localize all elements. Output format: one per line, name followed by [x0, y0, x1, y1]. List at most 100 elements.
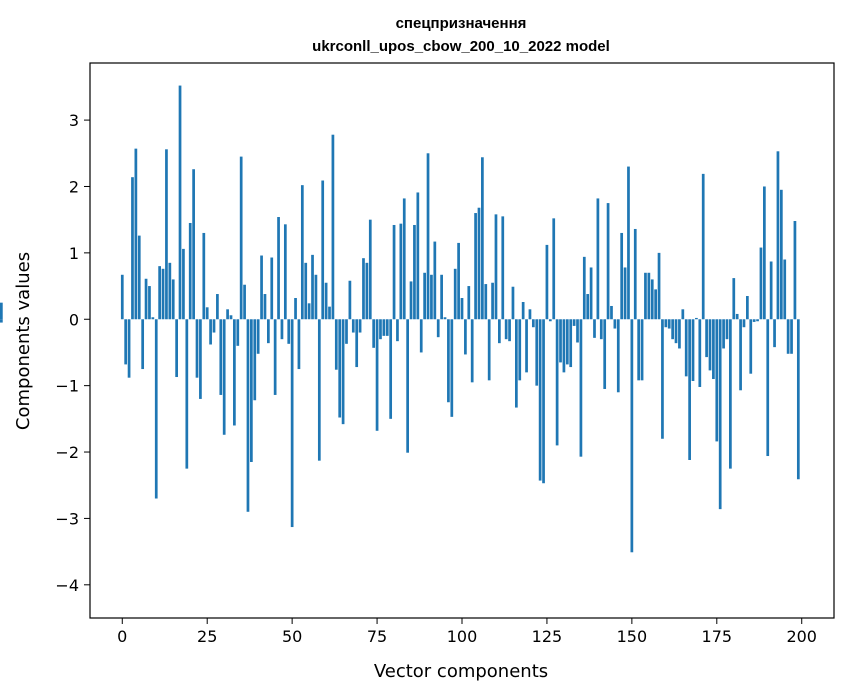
bar-129 [559, 319, 562, 363]
bar-139 [593, 319, 596, 338]
bar-67 [348, 280, 352, 320]
bar-4 [134, 148, 138, 320]
bar-121 [531, 319, 535, 328]
bar-160 [664, 319, 668, 328]
bar-36 [243, 284, 246, 320]
bar-14 [168, 262, 172, 320]
bar-93 [436, 319, 440, 338]
bar-136 [582, 256, 586, 320]
bar-15 [171, 279, 175, 320]
bar-18 [182, 248, 185, 320]
bar-128 [555, 319, 559, 446]
bar-27 [212, 319, 216, 333]
bar-56 [311, 254, 314, 320]
bar-112 [501, 216, 505, 320]
bar-104 [474, 213, 477, 320]
bar-147 [620, 232, 624, 320]
bar-124 [542, 319, 545, 484]
bar-155 [647, 272, 651, 320]
bar-43 [267, 319, 270, 344]
bar-131 [565, 319, 569, 365]
bar-130 [562, 319, 566, 373]
bar-123 [538, 319, 542, 481]
bar-138 [589, 267, 593, 320]
bar-106 [481, 157, 484, 320]
bar-103 [470, 319, 474, 383]
bar-157 [654, 289, 657, 320]
x-tick-label: 75 [367, 627, 387, 646]
bar-165 [681, 309, 685, 320]
bar-5 [137, 235, 141, 320]
bar-7 [144, 278, 148, 320]
bar-94 [440, 274, 443, 320]
bar-59 [321, 180, 325, 320]
bar-49 [287, 319, 291, 344]
bar-26 [209, 319, 212, 345]
bar-115 [511, 286, 515, 320]
bar-186 [752, 319, 756, 322]
bar-105 [477, 207, 481, 320]
bar-154 [644, 272, 647, 320]
y-tick-label: −3 [55, 509, 79, 528]
bar-172 [705, 319, 708, 358]
bar-141 [599, 319, 603, 340]
bar-84 [406, 319, 409, 453]
bar-168 [691, 319, 695, 381]
bar-152 [637, 319, 641, 381]
bar-24 [202, 232, 206, 320]
bar-107 [484, 284, 488, 320]
bar-195 [783, 259, 787, 320]
bar-61 [328, 306, 331, 320]
bar-11 [158, 266, 161, 320]
bar-76 [379, 319, 382, 340]
bar-3 [131, 177, 134, 320]
bar-191 [769, 261, 773, 320]
bar-99 [457, 242, 460, 320]
bar-170 [698, 319, 702, 387]
bar-31 [226, 309, 229, 320]
y-tick-label: 1 [69, 244, 79, 263]
bar-132 [569, 319, 573, 368]
bar-9 [151, 317, 155, 320]
bar-83 [402, 198, 406, 320]
bar-167 [688, 319, 691, 460]
bar-50 [290, 319, 294, 528]
bar-153 [640, 319, 644, 381]
bar-100 [460, 298, 464, 320]
bar-118 [521, 302, 525, 320]
bar-64 [338, 319, 342, 418]
bar-35 [239, 156, 243, 320]
bar-185 [749, 319, 753, 374]
bar-17 [178, 85, 182, 320]
y-tick-label: −4 [55, 576, 79, 595]
bar-55 [307, 303, 311, 320]
bar-37 [246, 319, 250, 512]
bar-86 [413, 224, 416, 320]
bar-133 [572, 319, 576, 326]
bar-48 [283, 224, 287, 320]
bar-96 [447, 319, 450, 403]
bar-194 [779, 189, 783, 320]
bar-184 [746, 296, 749, 320]
bar-97 [450, 319, 454, 417]
bar-178 [725, 319, 729, 340]
x-tick-label: 100 [447, 627, 478, 646]
bar-82 [399, 223, 403, 320]
bar-1 [124, 319, 128, 365]
bar-13 [165, 149, 168, 320]
bar-143 [606, 203, 610, 320]
chart-title: спецпризначення [396, 15, 527, 32]
bar-85 [409, 281, 413, 320]
bar-22 [195, 319, 199, 378]
bar-92 [433, 241, 437, 320]
bar-176 [718, 319, 722, 510]
bar-117 [518, 319, 522, 381]
bars-group [0, 85, 800, 553]
bar-126 [548, 319, 552, 322]
bar-135 [579, 319, 583, 457]
bar-81 [396, 319, 399, 342]
bar-88 [419, 319, 423, 353]
bar-68 [351, 319, 355, 333]
bar-158 [657, 252, 661, 320]
